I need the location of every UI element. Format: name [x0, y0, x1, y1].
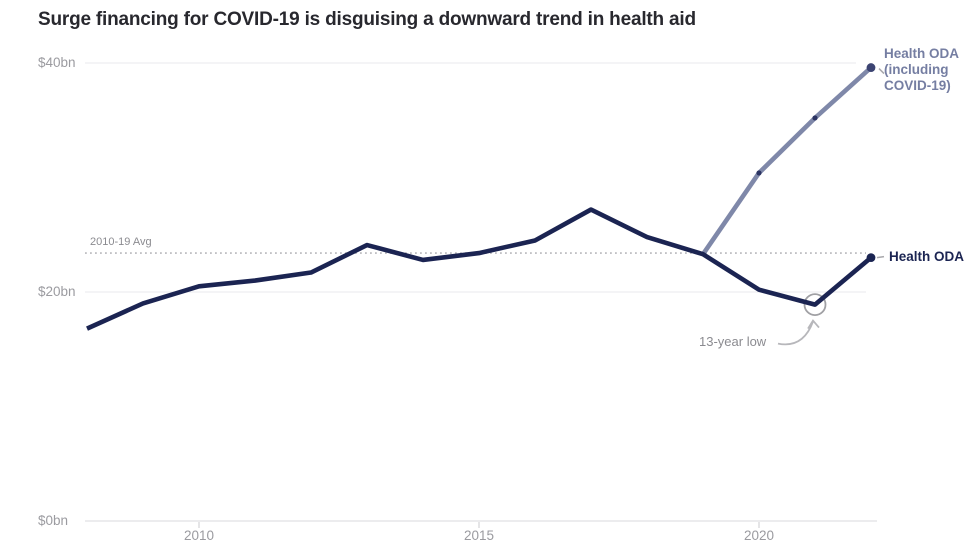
series-label-line: COVID-19) — [884, 78, 951, 93]
annotation-arrow — [777, 321, 814, 346]
annotation-arrowhead — [807, 319, 820, 330]
annotation-13-year-low-label: 13-year low — [699, 334, 767, 349]
series-label-line: Health ODA — [884, 46, 960, 61]
series-label-health-oda: Health ODA — [889, 249, 965, 264]
series-label-health-oda-including-covid: Health ODA (including COVID-19) — [884, 46, 979, 94]
x-axis-tick-2015: 2015 — [463, 528, 495, 543]
x-axis-tick-2020: 2020 — [743, 528, 775, 543]
annotation-circle — [803, 293, 827, 316]
series-point-marker — [812, 115, 818, 121]
series-end-dot — [866, 253, 876, 263]
average-line-label: 2010-19 Avg — [90, 236, 152, 248]
series-line — [701, 65, 873, 256]
chart-title: Surge financing for COVID-19 is disguisi… — [38, 9, 696, 30]
y-axis-tick-40bn: $40bn — [38, 55, 76, 70]
y-axis-tick-20bn: $20bn — [38, 284, 76, 299]
series-label-line: (including — [884, 62, 949, 77]
series-point-marker — [756, 170, 762, 176]
series-end-dot — [866, 63, 876, 72]
x-axis-tick-2010: 2010 — [183, 528, 215, 543]
y-axis-tick-0bn: $0bn — [38, 513, 69, 528]
series-line — [86, 207, 873, 331]
